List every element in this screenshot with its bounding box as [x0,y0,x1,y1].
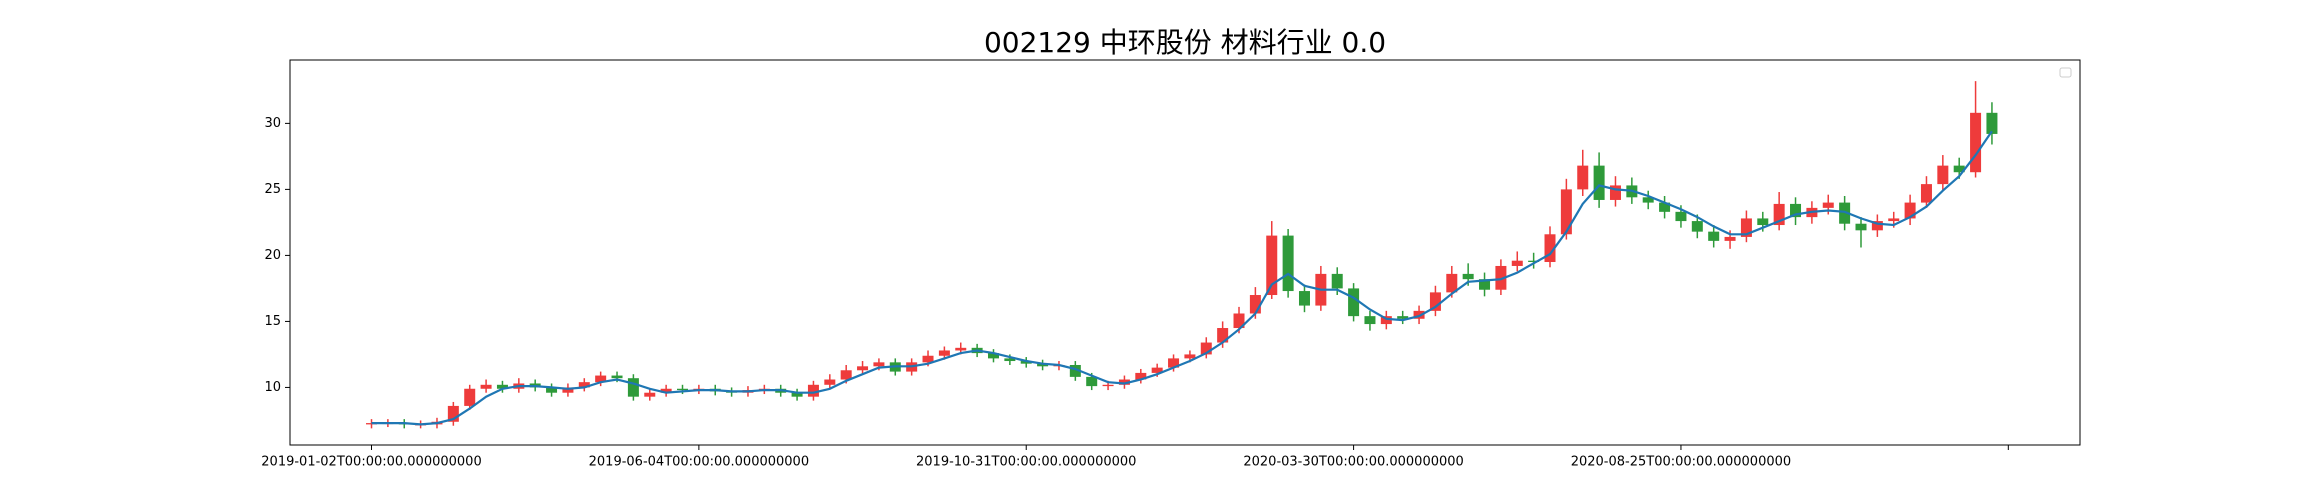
candle-body [1200,342,1212,355]
candle-body [1560,189,1572,235]
candle-body [1544,234,1556,263]
y-tick-label: 15 [264,314,281,329]
candle-body [1986,112,1998,134]
candle-body [1659,202,1671,212]
candle-body [595,375,607,383]
candle-body [496,384,508,389]
candle-body [1348,288,1360,317]
candle-body [546,387,558,393]
candle-body [1004,358,1016,362]
candle-body [1855,223,1867,231]
candle-body [1151,367,1163,373]
candle-body [1020,361,1032,364]
candle-body [1822,202,1834,208]
x-tick-label: 2019-06-04T00:00:00.000000000 [589,455,809,470]
candle-body [857,366,869,371]
candle-body [1446,273,1458,293]
candle-body [824,379,836,385]
candle-body [447,405,459,422]
legend [2059,67,2072,78]
candle-body [1282,235,1294,292]
candle-body [1904,202,1916,219]
candle-body [1970,112,1982,173]
candle-body [1495,265,1507,290]
y-tick-label: 25 [264,182,281,197]
candle-body [922,355,934,363]
candle-body [1135,372,1147,380]
x-tick-label: 2020-03-30T00:00:00.000000000 [1243,455,1463,470]
y-tick-label: 10 [264,380,281,395]
candle-body [807,384,819,397]
candle-body [1577,165,1589,190]
candle-body [1479,279,1491,290]
candle-body [1086,376,1098,387]
candle-body [1037,363,1049,367]
candle-body [1217,328,1229,343]
candle-body [1708,231,1720,241]
candle-body [1790,203,1802,218]
y-tick-label: 30 [264,116,281,131]
candle-body [1528,260,1540,263]
x-tick-label: 2020-08-25T00:00:00.000000000 [1571,455,1791,470]
candle-body [1609,185,1621,200]
candle-body [1740,218,1752,237]
candle-body [987,353,999,359]
candle-body [1462,273,1474,280]
candle-body [464,388,476,406]
candle-body [1266,235,1278,296]
chart-title: 002129 中环股份 材料行业 0.0 [984,26,1386,59]
candle-body [562,387,574,393]
moving-average-line [371,130,1993,426]
candle-body [1249,295,1261,314]
candle-body [677,388,689,391]
candle-body [1757,218,1769,226]
candle-body [1724,236,1736,241]
candle-body [627,378,639,397]
candle-body [1691,221,1703,232]
candle-body [791,392,803,397]
candle-body [1773,203,1785,226]
candle-body [1233,313,1245,329]
candle-body [611,375,623,379]
candle-body [840,370,852,380]
candle-body [1397,316,1409,319]
candle-body [1675,211,1687,222]
candle-body [1642,197,1654,203]
candle-body [1102,384,1114,387]
x-tick-label: 2019-01-02T00:00:00.000000000 [261,455,481,470]
candle-body [1839,202,1851,224]
y-tick-label: 20 [264,248,281,263]
candle-body [1118,379,1130,385]
candle-body [1069,364,1081,377]
candle-body [1888,218,1900,222]
plot-frame [289,59,2081,446]
candle-body [1380,316,1392,325]
candle-body [1511,260,1523,266]
candle-body [1429,292,1441,311]
candle-body [660,388,672,393]
candle-body [1953,165,1965,173]
candle-body [1937,165,1949,185]
candle-body [644,392,656,397]
candle-body [1184,354,1196,359]
candle-body [578,382,590,388]
candle-body [1413,310,1425,319]
candle-body [955,347,967,351]
candle-body [1168,358,1180,368]
candle-body [480,384,492,389]
candle-body [1298,291,1310,306]
candle-body [1364,316,1376,325]
candle-body [938,350,950,356]
candle-body [1593,165,1605,200]
x-tick-label: 2019-10-31T00:00:00.000000000 [916,455,1136,470]
candle-body [873,362,885,367]
candle-body [1920,184,1932,203]
candle-body [1331,273,1343,289]
candle-body [1871,221,1883,231]
